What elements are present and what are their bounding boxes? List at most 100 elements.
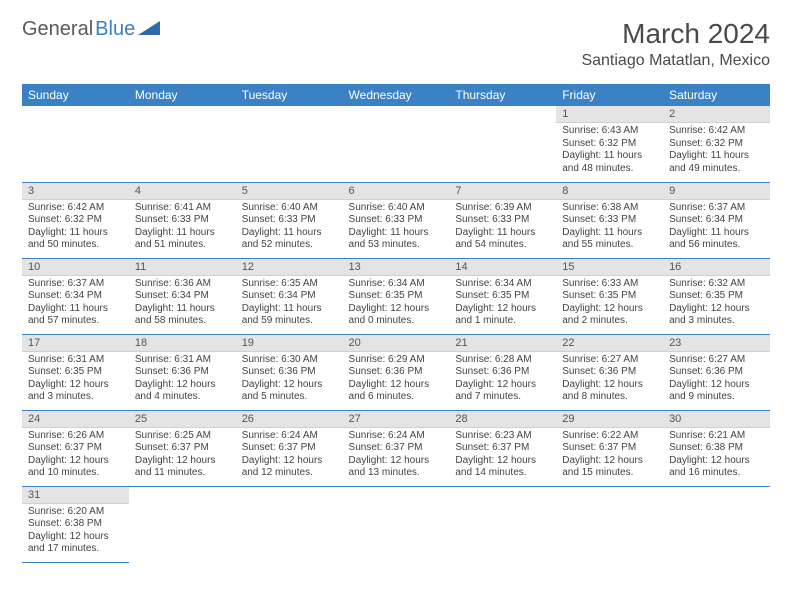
- sunset-text: Sunset: 6:37 PM: [455, 442, 550, 455]
- day-details: Sunrise: 6:36 AMSunset: 6:34 PMDaylight:…: [129, 276, 236, 332]
- day-number: 8: [556, 183, 663, 200]
- sunrise-text: Sunrise: 6:43 AM: [562, 125, 657, 138]
- sunset-text: Sunset: 6:35 PM: [562, 290, 657, 303]
- calendar-header-row: SundayMondayTuesdayWednesdayThursdayFrid…: [22, 84, 770, 106]
- day-number: 16: [663, 259, 770, 276]
- calendar-cell: 16Sunrise: 6:32 AMSunset: 6:35 PMDayligh…: [663, 258, 770, 334]
- day-number: 5: [236, 183, 343, 200]
- daylight-text: Daylight: 11 hours and 51 minutes.: [135, 227, 230, 252]
- day-number: 26: [236, 411, 343, 428]
- day-number: 10: [22, 259, 129, 276]
- sunset-text: Sunset: 6:38 PM: [28, 518, 123, 531]
- daylight-text: Daylight: 12 hours and 13 minutes.: [349, 455, 444, 480]
- sunrise-text: Sunrise: 6:37 AM: [28, 278, 123, 291]
- day-details: Sunrise: 6:31 AMSunset: 6:35 PMDaylight:…: [22, 352, 129, 408]
- sunrise-text: Sunrise: 6:24 AM: [349, 430, 444, 443]
- calendar-cell: 8Sunrise: 6:38 AMSunset: 6:33 PMDaylight…: [556, 182, 663, 258]
- calendar-cell: [236, 486, 343, 562]
- day-number: 3: [22, 183, 129, 200]
- daylight-text: Daylight: 12 hours and 10 minutes.: [28, 455, 123, 480]
- sunrise-text: Sunrise: 6:28 AM: [455, 354, 550, 367]
- sunset-text: Sunset: 6:35 PM: [669, 290, 764, 303]
- daylight-text: Daylight: 12 hours and 16 minutes.: [669, 455, 764, 480]
- logo-triangle-icon: [138, 18, 160, 41]
- sunset-text: Sunset: 6:33 PM: [242, 214, 337, 227]
- calendar-cell: [449, 106, 556, 182]
- sunset-text: Sunset: 6:32 PM: [562, 138, 657, 151]
- daylight-text: Daylight: 12 hours and 17 minutes.: [28, 531, 123, 556]
- sunset-text: Sunset: 6:38 PM: [669, 442, 764, 455]
- sunset-text: Sunset: 6:37 PM: [135, 442, 230, 455]
- daylight-text: Daylight: 11 hours and 48 minutes.: [562, 150, 657, 175]
- calendar-cell: 25Sunrise: 6:25 AMSunset: 6:37 PMDayligh…: [129, 410, 236, 486]
- sunrise-text: Sunrise: 6:25 AM: [135, 430, 230, 443]
- day-details: Sunrise: 6:27 AMSunset: 6:36 PMDaylight:…: [556, 352, 663, 408]
- day-details: Sunrise: 6:26 AMSunset: 6:37 PMDaylight:…: [22, 428, 129, 484]
- day-details: Sunrise: 6:38 AMSunset: 6:33 PMDaylight:…: [556, 200, 663, 256]
- day-details: Sunrise: 6:34 AMSunset: 6:35 PMDaylight:…: [449, 276, 556, 332]
- day-number: 24: [22, 411, 129, 428]
- day-details: Sunrise: 6:27 AMSunset: 6:36 PMDaylight:…: [663, 352, 770, 408]
- calendar-cell: 14Sunrise: 6:34 AMSunset: 6:35 PMDayligh…: [449, 258, 556, 334]
- day-number: 29: [556, 411, 663, 428]
- day-details: Sunrise: 6:35 AMSunset: 6:34 PMDaylight:…: [236, 276, 343, 332]
- weekday-header: Saturday: [663, 84, 770, 106]
- day-number: 4: [129, 183, 236, 200]
- day-details: Sunrise: 6:25 AMSunset: 6:37 PMDaylight:…: [129, 428, 236, 484]
- calendar-cell: 11Sunrise: 6:36 AMSunset: 6:34 PMDayligh…: [129, 258, 236, 334]
- day-details: Sunrise: 6:24 AMSunset: 6:37 PMDaylight:…: [236, 428, 343, 484]
- day-details: Sunrise: 6:34 AMSunset: 6:35 PMDaylight:…: [343, 276, 450, 332]
- sunset-text: Sunset: 6:36 PM: [349, 366, 444, 379]
- sunrise-text: Sunrise: 6:39 AM: [455, 202, 550, 215]
- day-number: 2: [663, 106, 770, 123]
- day-number: 23: [663, 335, 770, 352]
- weekday-header: Monday: [129, 84, 236, 106]
- daylight-text: Daylight: 11 hours and 57 minutes.: [28, 303, 123, 328]
- daylight-text: Daylight: 12 hours and 7 minutes.: [455, 379, 550, 404]
- calendar-cell: 22Sunrise: 6:27 AMSunset: 6:36 PMDayligh…: [556, 334, 663, 410]
- day-details: Sunrise: 6:43 AMSunset: 6:32 PMDaylight:…: [556, 123, 663, 179]
- calendar-cell: [343, 486, 450, 562]
- daylight-text: Daylight: 11 hours and 49 minutes.: [669, 150, 764, 175]
- weekday-header: Thursday: [449, 84, 556, 106]
- day-details: Sunrise: 6:28 AMSunset: 6:36 PMDaylight:…: [449, 352, 556, 408]
- sunrise-text: Sunrise: 6:21 AM: [669, 430, 764, 443]
- calendar-cell: 4Sunrise: 6:41 AMSunset: 6:33 PMDaylight…: [129, 182, 236, 258]
- sunrise-text: Sunrise: 6:37 AM: [669, 202, 764, 215]
- calendar-cell: 3Sunrise: 6:42 AMSunset: 6:32 PMDaylight…: [22, 182, 129, 258]
- day-details: Sunrise: 6:37 AMSunset: 6:34 PMDaylight:…: [663, 200, 770, 256]
- calendar-cell: 15Sunrise: 6:33 AMSunset: 6:35 PMDayligh…: [556, 258, 663, 334]
- title-block: March 2024 Santiago Matatlan, Mexico: [581, 18, 770, 70]
- location: Santiago Matatlan, Mexico: [581, 52, 770, 70]
- sunset-text: Sunset: 6:32 PM: [669, 138, 764, 151]
- day-details: Sunrise: 6:42 AMSunset: 6:32 PMDaylight:…: [22, 200, 129, 256]
- calendar-cell: 2Sunrise: 6:42 AMSunset: 6:32 PMDaylight…: [663, 106, 770, 182]
- sunset-text: Sunset: 6:35 PM: [349, 290, 444, 303]
- daylight-text: Daylight: 11 hours and 54 minutes.: [455, 227, 550, 252]
- calendar-cell: 17Sunrise: 6:31 AMSunset: 6:35 PMDayligh…: [22, 334, 129, 410]
- calendar-cell: 28Sunrise: 6:23 AMSunset: 6:37 PMDayligh…: [449, 410, 556, 486]
- calendar-cell: 19Sunrise: 6:30 AMSunset: 6:36 PMDayligh…: [236, 334, 343, 410]
- calendar-cell: [449, 486, 556, 562]
- day-number: 21: [449, 335, 556, 352]
- weekday-header: Tuesday: [236, 84, 343, 106]
- day-number: 9: [663, 183, 770, 200]
- daylight-text: Daylight: 12 hours and 3 minutes.: [669, 303, 764, 328]
- daylight-text: Daylight: 12 hours and 12 minutes.: [242, 455, 337, 480]
- daylight-text: Daylight: 12 hours and 0 minutes.: [349, 303, 444, 328]
- daylight-text: Daylight: 11 hours and 59 minutes.: [242, 303, 337, 328]
- day-details: Sunrise: 6:37 AMSunset: 6:34 PMDaylight:…: [22, 276, 129, 332]
- sunrise-text: Sunrise: 6:31 AM: [135, 354, 230, 367]
- calendar-cell: 27Sunrise: 6:24 AMSunset: 6:37 PMDayligh…: [343, 410, 450, 486]
- calendar-cell: 18Sunrise: 6:31 AMSunset: 6:36 PMDayligh…: [129, 334, 236, 410]
- sunset-text: Sunset: 6:33 PM: [349, 214, 444, 227]
- day-number: 18: [129, 335, 236, 352]
- sunrise-text: Sunrise: 6:30 AM: [242, 354, 337, 367]
- day-details: Sunrise: 6:22 AMSunset: 6:37 PMDaylight:…: [556, 428, 663, 484]
- calendar-cell: 6Sunrise: 6:40 AMSunset: 6:33 PMDaylight…: [343, 182, 450, 258]
- day-number: 19: [236, 335, 343, 352]
- sunrise-text: Sunrise: 6:20 AM: [28, 506, 123, 519]
- sunset-text: Sunset: 6:37 PM: [28, 442, 123, 455]
- calendar-cell: 20Sunrise: 6:29 AMSunset: 6:36 PMDayligh…: [343, 334, 450, 410]
- sunrise-text: Sunrise: 6:41 AM: [135, 202, 230, 215]
